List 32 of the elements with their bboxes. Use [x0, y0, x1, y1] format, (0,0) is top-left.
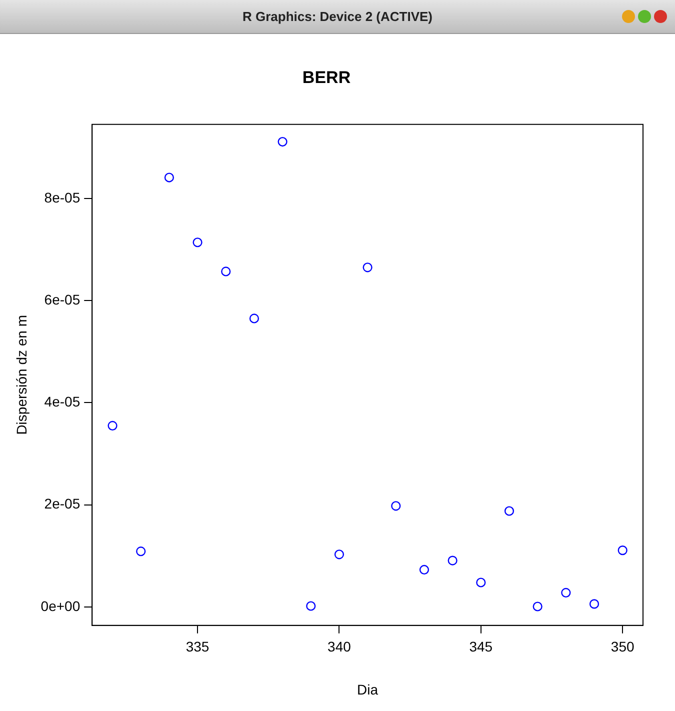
point	[278, 136, 288, 147]
point	[504, 506, 514, 516]
point	[306, 601, 316, 611]
point	[589, 599, 600, 609]
point	[136, 546, 146, 556]
point	[419, 564, 430, 575]
x-tick-label: 345	[469, 638, 493, 655]
y-tick-label: 4e-05	[44, 394, 80, 410]
chart-title: BERR	[302, 68, 351, 87]
y-axis-title: Dispersión dz en m	[13, 314, 30, 435]
point	[221, 266, 231, 276]
point	[164, 172, 174, 182]
point	[561, 588, 571, 598]
point	[532, 602, 542, 612]
y-tick-label: 8e-05	[44, 189, 80, 206]
y-tick-label: 6e-05	[44, 291, 80, 308]
point	[362, 262, 372, 272]
text: R Graphics: Device 2 (ACTIVE)	[242, 9, 434, 24]
y-tick-label: 0e+00	[40, 598, 80, 614]
point	[391, 501, 401, 511]
point	[192, 238, 202, 248]
x-tick-label: 350	[610, 638, 634, 655]
point	[448, 556, 458, 566]
x-tick-label: 340	[328, 638, 352, 655]
x-tick-label: 335	[186, 638, 210, 655]
point	[108, 420, 118, 431]
point	[618, 546, 628, 556]
point	[334, 550, 344, 560]
y-tick-label: 2e-05	[44, 496, 80, 512]
x-axis-title: Dia	[357, 681, 378, 698]
point	[249, 314, 260, 324]
point	[476, 578, 486, 588]
